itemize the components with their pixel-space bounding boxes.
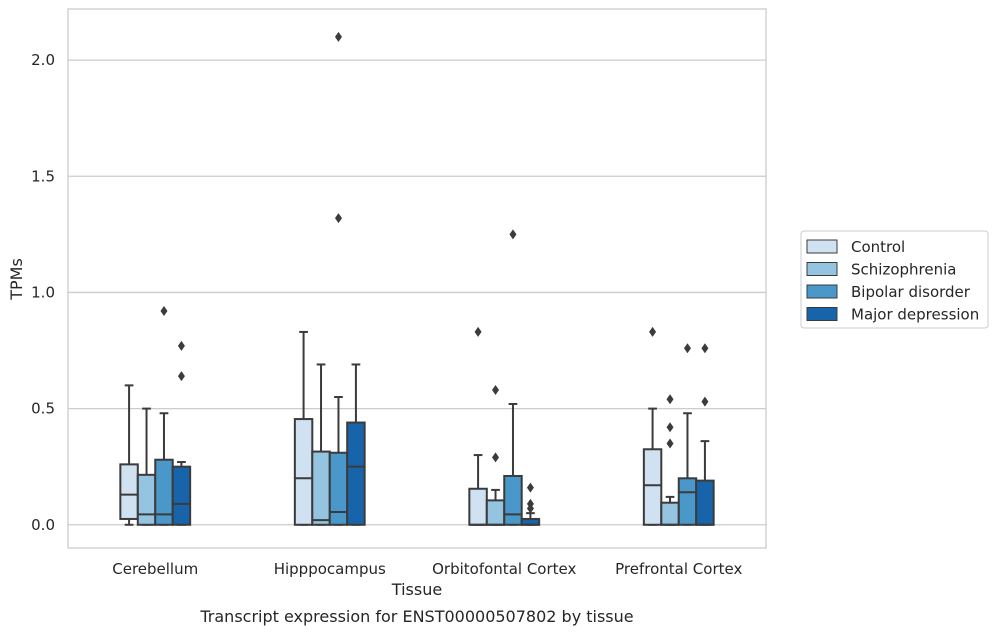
box-bipolar-disorder [677, 343, 698, 526]
box-control [642, 326, 663, 526]
x-tick-labels: Cerebellum Hipppocampus Orbitofontal Corte… [112, 560, 742, 578]
box-iqr [328, 451, 349, 526]
box-iqr [293, 418, 314, 526]
box-iqr [677, 477, 698, 526]
box-iqr [119, 463, 139, 520]
outlier-point [160, 306, 168, 317]
outlier-point [649, 326, 657, 337]
box-iqr [642, 448, 663, 526]
y-tick-label: 1.5 [31, 167, 55, 185]
box-iqr [311, 450, 331, 526]
plot-area-frame [67, 8, 767, 549]
outlier-point [492, 452, 500, 463]
box-schizophrenia [660, 394, 680, 526]
box-major-depression [695, 343, 715, 526]
x-tick-label: Prefrontal Cortex [615, 560, 742, 578]
box-control [468, 326, 488, 526]
legend-label: Bipolar disorder [851, 283, 971, 301]
legend-swatch [806, 284, 838, 299]
box-iqr [660, 501, 680, 526]
box-iqr [695, 479, 715, 526]
y-tick-labels: 0.0 0.5 1.0 1.5 2.0 [31, 51, 55, 534]
box-iqr [171, 465, 192, 526]
box-bipolar-disorder [503, 229, 523, 526]
outlier-point [666, 422, 674, 433]
legend-swatch [806, 239, 838, 254]
legend-label: Control [851, 238, 905, 256]
outlier-point [683, 343, 691, 354]
box-major-depression [346, 363, 366, 526]
box-major-depression [520, 482, 541, 526]
box-control [119, 384, 139, 526]
outlier-point [177, 371, 185, 382]
outlier-point [526, 482, 534, 493]
boxes-layer [119, 31, 715, 526]
outlier-point [701, 396, 709, 407]
outlier-point [474, 326, 482, 337]
legend-swatch [806, 307, 838, 321]
x-tick-label: Orbitofontal Cortex [432, 560, 576, 578]
outlier-point [334, 31, 342, 42]
outlier-point [526, 498, 534, 509]
legend-swatch [806, 262, 838, 276]
box-schizophrenia [485, 385, 506, 526]
outlier-point [177, 340, 185, 351]
outlier-point [701, 343, 709, 354]
y-axis-title: TPMs [7, 258, 26, 301]
x-tick-label: Hipppocampus [274, 560, 386, 578]
legend-frame [800, 230, 989, 329]
box-schizophrenia [311, 363, 331, 526]
figure-caption: Transcript expression for ENST0000050780… [199, 607, 633, 626]
x-axis-title: Tissue [391, 580, 442, 599]
y-tick-label: 0.5 [31, 400, 55, 418]
box-schizophrenia [136, 407, 157, 526]
outlier-point [334, 213, 342, 224]
box-iqr [503, 474, 523, 526]
box-iqr [346, 421, 366, 526]
box-major-depression [171, 340, 192, 526]
box-bipolar-disorder [328, 31, 349, 526]
y-tick-label: 1.0 [31, 283, 55, 301]
box-iqr [136, 473, 157, 526]
legend-label: Schizophrenia [851, 261, 956, 279]
legend: Control Schizophrenia Bipolar disorder Majo… [800, 230, 989, 329]
legend-label: Major depression [851, 306, 979, 324]
box-bipolar-disorder [154, 306, 174, 526]
box-iqr [468, 487, 488, 526]
outlier-point [666, 438, 674, 449]
box-iqr [485, 499, 506, 526]
y-tick-label: 0.0 [31, 516, 55, 534]
x-tick-label: Cerebellum [112, 560, 198, 578]
box-control [293, 330, 314, 526]
outlier-point [492, 385, 500, 396]
outlier-point [509, 229, 517, 240]
y-tick-label: 2.0 [31, 51, 55, 69]
outlier-point [666, 394, 674, 405]
